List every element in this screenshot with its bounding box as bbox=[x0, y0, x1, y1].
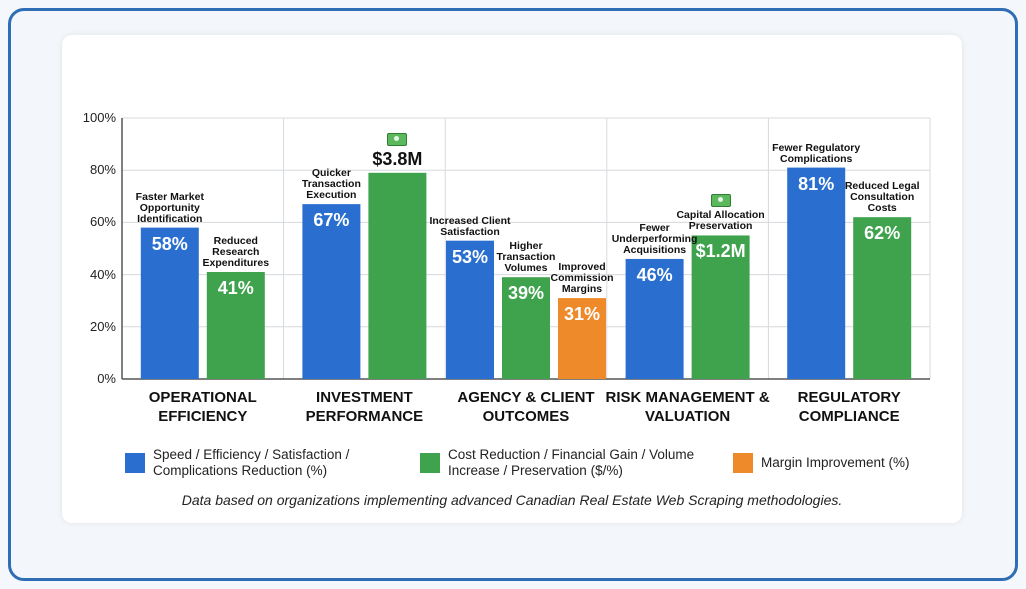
y-tick-label: 100% bbox=[82, 110, 116, 125]
legend-label: Cost Reduction / Financial Gain / Volume… bbox=[448, 447, 695, 478]
bar-label-stack: Increased Client Satisfaction bbox=[428, 214, 512, 238]
y-tick-label: 40% bbox=[89, 266, 116, 282]
legend-swatch bbox=[420, 453, 440, 473]
bar-name: Fewer Underperforming Acquisitions bbox=[611, 221, 698, 256]
bar-annotation: $1.2M bbox=[695, 241, 746, 262]
bar-name: Reduced Research Expenditures bbox=[202, 235, 270, 269]
value-label: 41% bbox=[217, 277, 254, 298]
value-label: 62% bbox=[864, 223, 901, 244]
bar bbox=[625, 258, 684, 379]
y-tick-label: 80% bbox=[89, 162, 116, 178]
category-label: OPERATIONAL EFFICIENCY bbox=[148, 389, 257, 425]
value-label: 39% bbox=[507, 283, 545, 304]
bar bbox=[787, 167, 846, 379]
bar bbox=[368, 172, 427, 379]
category-label: INVESTMENT PERFORMANCE bbox=[305, 389, 424, 425]
value-label: 31% bbox=[563, 304, 601, 325]
bar-label-stack: Faster Market Opportunity Identification bbox=[123, 190, 217, 225]
bar-name: Higher Transaction Volumes bbox=[496, 240, 556, 275]
bar bbox=[502, 277, 550, 379]
bar-annotation: $3.8M bbox=[372, 148, 423, 169]
bar-label-stack: Improved Commission Margins bbox=[540, 262, 624, 295]
bar-label-stack: Fewer Underperforming Acquisitions bbox=[608, 221, 702, 256]
bar-label-stack: Quicker Transaction Execution bbox=[284, 168, 378, 201]
legend-item: Margin Improvement (%) bbox=[733, 446, 933, 480]
bar bbox=[446, 240, 494, 379]
legend-label: Margin Improvement (%) bbox=[761, 455, 910, 470]
bar-label-stack: Fewer Regulatory Complications bbox=[769, 141, 863, 165]
legend-item: Cost Reduction / Financial Gain / Volume… bbox=[420, 446, 700, 480]
bar-name: Fewer Regulatory Complications bbox=[772, 141, 861, 165]
bar-label-stack: Capital Allocation Preservation bbox=[674, 194, 768, 232]
value-label: 53% bbox=[451, 246, 489, 267]
bar-name: Quicker Transaction Execution bbox=[301, 167, 361, 202]
bar-label-stack: Reduced Research Expenditures bbox=[189, 236, 283, 269]
y-tick-label: 0% bbox=[97, 371, 116, 386]
legend-label: Speed / Efficiency / Satisfaction / Comp… bbox=[153, 447, 350, 478]
value-label: 46% bbox=[636, 264, 673, 285]
category-label: REGULATORY COMPLIANCE bbox=[797, 389, 901, 425]
bar-label-stack: Higher Transaction Volumes bbox=[484, 241, 568, 274]
bar bbox=[853, 217, 912, 379]
bar bbox=[691, 235, 750, 379]
y-tick-label: 60% bbox=[89, 214, 116, 230]
legend-swatch bbox=[125, 453, 145, 473]
bar-label-stack: $3.8M bbox=[350, 132, 444, 170]
bar bbox=[302, 204, 361, 379]
category-label: RISK MANAGEMENT & VALUATION bbox=[605, 389, 770, 425]
bar bbox=[140, 227, 199, 379]
y-tick-label: 20% bbox=[89, 318, 116, 334]
value-label: 81% bbox=[798, 173, 835, 194]
value-label: 58% bbox=[151, 233, 188, 254]
bar-name: Faster Market Opportunity Identification bbox=[135, 190, 204, 225]
bar-name: Capital Allocation Preservation bbox=[676, 209, 765, 233]
legend-swatch bbox=[733, 453, 753, 473]
bar-label-stack: Reduced Legal Consultation Costs bbox=[835, 181, 929, 214]
bar-name: Reduced Legal Consultation Costs bbox=[844, 180, 920, 215]
bar bbox=[558, 298, 606, 379]
legend-item: Speed / Efficiency / Satisfaction / Comp… bbox=[125, 446, 385, 480]
bar-name: Improved Commission Margins bbox=[550, 261, 614, 296]
bar-name: Increased Client Satisfaction bbox=[429, 214, 511, 238]
category-label: AGENCY & CLIENT OUTCOMES bbox=[457, 389, 595, 425]
value-label: 67% bbox=[313, 210, 350, 231]
footnote: Data based on organizations implementing… bbox=[181, 492, 843, 508]
money-icon bbox=[710, 194, 731, 208]
bar bbox=[206, 271, 265, 379]
money-icon bbox=[387, 132, 408, 146]
